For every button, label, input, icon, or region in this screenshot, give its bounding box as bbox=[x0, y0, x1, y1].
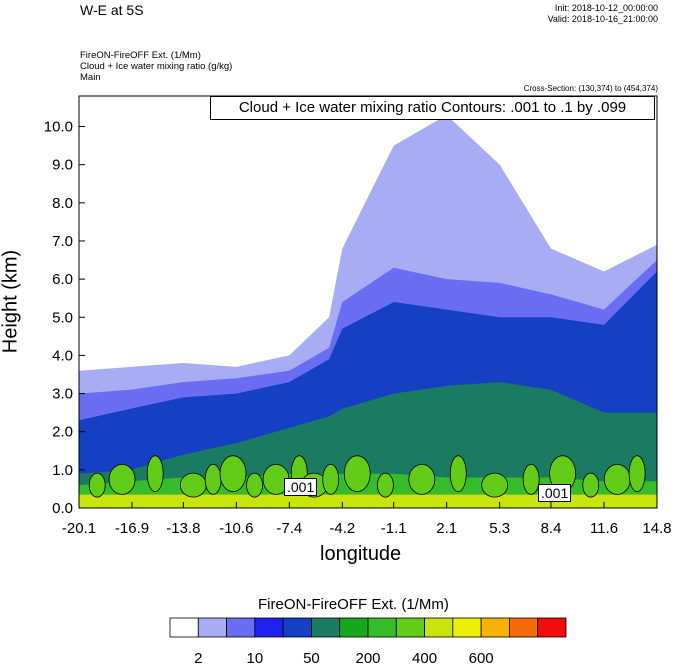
cloud-contour bbox=[481, 472, 509, 498]
x-tick-label: -4.2 bbox=[329, 520, 355, 537]
y-tick-label: 9.0 bbox=[52, 157, 73, 174]
colorbar-swatch bbox=[169, 617, 199, 638]
colorbar-label: 50 bbox=[303, 650, 320, 667]
contour-field-name: Cloud + Ice water mixing ratio (g/kg) bbox=[80, 61, 233, 72]
cloud-contour bbox=[628, 455, 646, 493]
y-tick-label: 0.0 bbox=[52, 500, 73, 517]
colorbar-label: 2 bbox=[194, 650, 202, 667]
y-tick-label: 5.0 bbox=[52, 309, 73, 326]
y-tick-label: 6.0 bbox=[52, 271, 73, 288]
colorbar-label: 10 bbox=[247, 650, 264, 667]
colorbar-label: 200 bbox=[355, 650, 380, 667]
init-time: Init: 2018-10-12_00:00:00 bbox=[554, 3, 658, 13]
cloud-contour bbox=[582, 472, 600, 498]
y-tick-label: 2.0 bbox=[52, 424, 73, 441]
colorbar-swatch bbox=[311, 617, 341, 638]
cloud-contour bbox=[219, 455, 247, 493]
colorbar-swatch bbox=[537, 617, 567, 638]
cloud-contour bbox=[408, 463, 436, 495]
contour-label: .001 bbox=[538, 484, 572, 502]
cloud-contour bbox=[108, 463, 136, 495]
colorbar-swatch bbox=[367, 617, 397, 638]
cloud-contour bbox=[376, 472, 394, 498]
colorbar-swatch bbox=[424, 617, 454, 638]
colorbar-swatch bbox=[480, 617, 510, 638]
valid-time: Valid: 2018-10-16_21:00:00 bbox=[547, 14, 658, 24]
x-tick-label: -7.4 bbox=[276, 520, 302, 537]
y-tick-label: 7.0 bbox=[52, 233, 73, 250]
domain-name: Main bbox=[80, 72, 101, 83]
cloud-contour bbox=[88, 472, 106, 498]
x-axis-title: longitude bbox=[320, 543, 402, 565]
contour-annotation: Cloud + Ice water mixing ratio Contours:… bbox=[210, 96, 655, 120]
x-tick-label: 2.1 bbox=[436, 520, 457, 537]
y-tick-label: 10.0 bbox=[44, 119, 73, 136]
x-tick-label: -16.9 bbox=[115, 520, 149, 537]
plot-title: W-E at 5S bbox=[80, 2, 144, 18]
y-axis: 0.0 1.0 2.0 3.0 4.0 5.0 6.0 7.0 8.0 9.0 10.0 bbox=[44, 119, 85, 517]
colorbar-swatch bbox=[509, 617, 539, 638]
cloud-contour bbox=[522, 463, 540, 495]
x-tick-label: -10.6 bbox=[219, 520, 253, 537]
x-tick-label: 8.4 bbox=[541, 520, 562, 537]
y-tick-label: 4.0 bbox=[52, 347, 73, 364]
x-axis: -20.1 -16.9 -13.8 -10.6 -7.4 -4.2 -1.1 2.1 5.3 8.… bbox=[62, 502, 672, 537]
colorbar-label: 600 bbox=[469, 650, 494, 667]
x-tick-label: -20.1 bbox=[62, 520, 96, 537]
colorbar-label: 400 bbox=[412, 650, 437, 667]
y-tick-label: 3.0 bbox=[52, 386, 73, 403]
cloud-contour bbox=[246, 472, 263, 498]
y-tick-label: 8.0 bbox=[52, 195, 73, 212]
colorbar-swatch bbox=[452, 617, 482, 638]
cloud-contour bbox=[322, 463, 340, 495]
y-tick-label: 1.0 bbox=[52, 462, 73, 479]
x-tick-label: 11.6 bbox=[590, 520, 618, 537]
x-tick-label: 5.3 bbox=[489, 520, 510, 537]
cross-section-label: Cross-Section: (130,374) to (454,374) bbox=[523, 84, 658, 93]
x-tick-label: -1.1 bbox=[381, 520, 407, 537]
colorbar-swatch bbox=[254, 617, 284, 638]
colorbar-swatch bbox=[395, 617, 425, 638]
surface-strip bbox=[79, 494, 657, 508]
x-tick-label: 14.8 bbox=[642, 520, 671, 537]
colorbar-swatch bbox=[339, 617, 369, 638]
colorbar-swatch bbox=[197, 617, 227, 638]
cloud-contour bbox=[343, 455, 371, 493]
cloud-contour bbox=[449, 455, 467, 493]
contour-label: .001 bbox=[284, 478, 318, 496]
colorbar-swatch bbox=[282, 617, 312, 638]
field-name: FireON-FireOFF Ext. (1/Mm) bbox=[80, 50, 201, 61]
colorbar-swatch bbox=[226, 617, 256, 638]
colorbar-title: FireON-FireOFF Ext. (1/Mm) bbox=[258, 596, 449, 613]
cloud-contour bbox=[146, 455, 164, 493]
x-tick-label: -13.8 bbox=[166, 520, 200, 537]
